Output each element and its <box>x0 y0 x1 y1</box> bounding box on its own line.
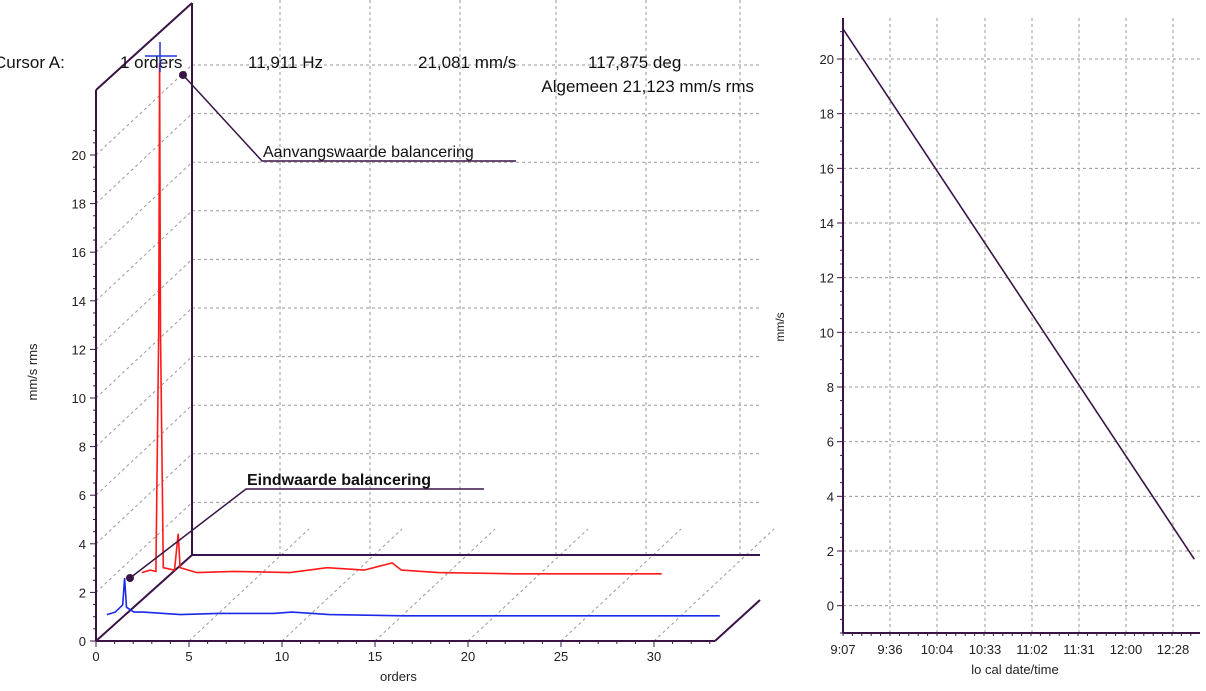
x-tick-label: 5 <box>185 649 192 664</box>
trend-xlabel: lo cal date/time <box>971 662 1058 677</box>
cursor-order: 1 orders <box>120 53 182 72</box>
waterfall-ticks: 0 2 4 6 8 10 12 14 16 18 20 0 5 10 15 20 25 30 <box>72 148 662 664</box>
waterfall-ylabel: mm/s rms <box>25 343 40 401</box>
x-tick-label: 20 <box>461 649 475 664</box>
series-line-0 <box>141 62 662 575</box>
annotation-end-label: Eindwaarde balancering <box>247 472 431 489</box>
trend-x-tick-label: 12:28 <box>1157 642 1190 657</box>
y-tick-label: 6 <box>79 488 86 503</box>
grid-floor-diagonal <box>281 528 403 642</box>
y-tick-label: 14 <box>72 294 86 309</box>
x-tick-label: 15 <box>368 649 382 664</box>
y-tick-label: 12 <box>72 342 86 357</box>
grid-diagonal <box>95 307 193 399</box>
y-tick-label: 18 <box>72 197 86 212</box>
waterfall-xlabel: orders <box>380 669 417 684</box>
trend-x-tick-label: 10:04 <box>921 642 954 657</box>
grid-diagonal <box>95 161 193 253</box>
trend-grid <box>843 18 1200 633</box>
grid-floor-diagonal <box>374 528 496 642</box>
annotation-end: Eindwaarde balancering <box>126 472 484 582</box>
x-tick-label: 0 <box>92 649 99 664</box>
waterfall-series <box>106 62 720 617</box>
trend-x-tick-label: 12:00 <box>1110 642 1143 657</box>
grid-floor-diagonal <box>560 528 682 642</box>
trend-x-tick-label: 9:07 <box>830 642 855 657</box>
axis-edge <box>714 599 761 642</box>
trend-x-tick-label: 11:31 <box>1063 642 1095 657</box>
y-tick-label: 2 <box>79 585 86 600</box>
x-tick-label: 30 <box>647 649 661 664</box>
trend-ticks: 0 2 4 6 8 10 12 14 16 18 20 9:07 9:36 10:04 10:33 11:02… <box>820 52 1190 657</box>
cursor-phase: 117,875 deg <box>588 53 681 72</box>
grid-diagonal <box>95 404 193 496</box>
y-tick-label: 20 <box>72 148 86 163</box>
x-tick-label: 25 <box>554 649 568 664</box>
grid-diagonal <box>95 64 193 156</box>
y-tick-label: 4 <box>79 537 86 552</box>
cursor-label: Cursor A: <box>0 53 65 72</box>
grid-floor-diagonal <box>653 528 775 642</box>
grid-diagonal <box>95 210 193 302</box>
trend-x-tick-label: 9:36 <box>877 642 902 657</box>
grid-diagonal <box>95 502 193 593</box>
trend-x-tick-label: 10:33 <box>969 642 1002 657</box>
trend-y-tick-label: 6 <box>827 435 834 450</box>
y-tick-label: 0 <box>79 634 86 649</box>
trend-y-tick-label: 16 <box>820 161 834 176</box>
x-tick-label: 10 <box>275 649 289 664</box>
grid-diagonal <box>95 453 193 545</box>
trend-series-line-0 <box>842 28 1195 560</box>
y-tick-label: 10 <box>72 391 86 406</box>
annotation-start: Aanvangswaarde balancering <box>179 71 516 162</box>
trend-y-tick-label: 12 <box>820 271 834 286</box>
cursor-crosshair[interactable] <box>145 42 177 72</box>
trend-y-tick-label: 18 <box>820 107 834 122</box>
trend-axes <box>837 18 1200 636</box>
grid-floor-diagonal <box>188 528 310 642</box>
axis-edge <box>95 554 193 642</box>
cursor-frequency: 11,911 Hz <box>248 53 323 72</box>
overall-value: Algemeen 21,123 mm/s rms <box>541 77 754 96</box>
y-tick-label: 16 <box>72 245 86 260</box>
trend-y-tick-label: 8 <box>827 380 834 395</box>
trend-y-tick-label: 4 <box>827 489 834 504</box>
grid-diagonal <box>95 113 193 204</box>
waterfall-grid <box>95 0 775 642</box>
cursor-amplitude: 21,081 mm/s <box>418 53 516 72</box>
trend-ylabel: mm/s <box>773 312 787 341</box>
trend-y-tick-label: 2 <box>827 544 834 559</box>
axis-edge <box>95 2 193 91</box>
annotation-start-label: Aanvangswaarde balancering <box>263 144 474 161</box>
series-line-1 <box>106 578 720 617</box>
trend-series <box>842 28 1195 560</box>
grid-floor-diagonal <box>467 528 589 642</box>
y-tick-label: 8 <box>79 440 86 455</box>
grid-diagonal <box>95 259 193 350</box>
trend-y-tick-label: 14 <box>820 216 834 231</box>
trend-y-tick-label: 0 <box>827 599 834 614</box>
trend-chart: 0 2 4 6 8 10 12 14 16 18 20 9:07 9:36 10:04 10:33 11:02… <box>773 18 1200 677</box>
grid-diagonal <box>95 356 193 447</box>
trend-y-tick-label: 20 <box>820 52 834 67</box>
trend-y-tick-label: 10 <box>820 325 834 340</box>
waterfall-axes <box>90 2 761 647</box>
trend-x-tick-label: 11:02 <box>1016 642 1048 657</box>
